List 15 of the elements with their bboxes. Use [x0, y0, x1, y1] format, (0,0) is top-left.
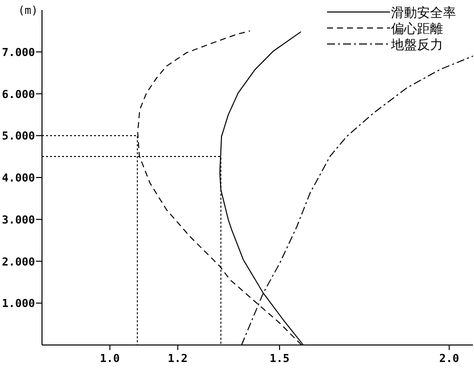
x-tick-label: 1.0	[100, 352, 120, 365]
x-tick-label: 1.2	[168, 352, 188, 365]
y-tick-label: 7.000	[2, 46, 35, 59]
y-tick-label: 2.000	[2, 255, 35, 268]
y-tick-label: 5.000	[2, 130, 35, 143]
x-tick-label: 1.5	[270, 352, 290, 365]
y-tick-label: 4.000	[2, 172, 35, 184]
legend-label: 滑動安全率	[391, 5, 456, 21]
x-tick-label: 2.0	[439, 352, 460, 365]
y-tick-label: 1.000	[2, 297, 35, 310]
y-tick-label: 3.000	[2, 213, 35, 226]
legend-label: 偏心距離	[391, 21, 443, 37]
legend-label: 地盤反力	[390, 38, 443, 53]
y-tick-label: 6.000	[2, 88, 35, 101]
y-axis-title: (m)	[18, 4, 38, 17]
